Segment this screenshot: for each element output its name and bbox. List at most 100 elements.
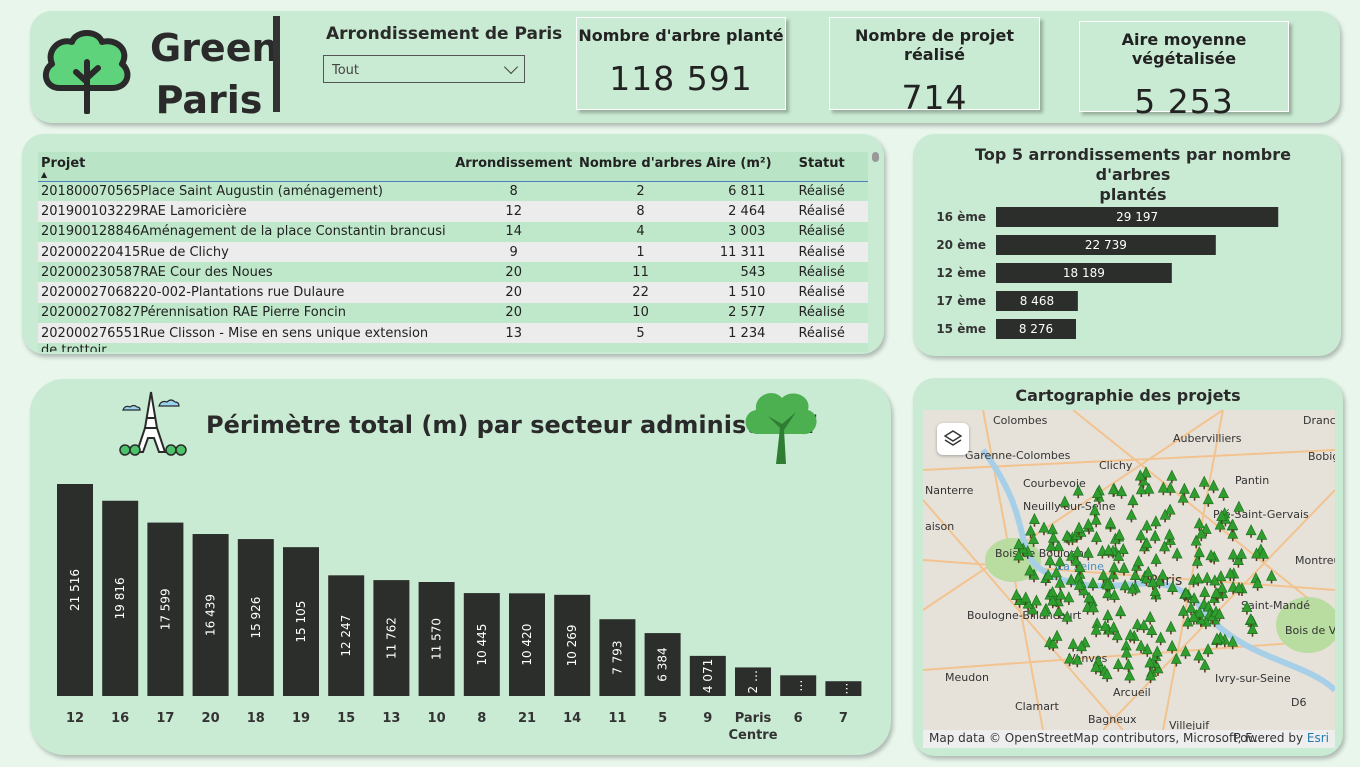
top5-bar[interactable] [996, 319, 1077, 339]
tree-marker-icon[interactable] [1164, 528, 1176, 543]
tree-marker-icon[interactable] [1164, 481, 1176, 496]
tree-marker-icon[interactable] [1143, 482, 1155, 497]
tree-marker-icon[interactable] [1191, 554, 1203, 569]
tree-marker-icon[interactable] [1165, 620, 1177, 635]
tree-marker-icon[interactable] [1070, 554, 1082, 569]
perimetre-bar[interactable] [689, 655, 726, 696]
tree-marker-icon[interactable] [1159, 540, 1171, 554]
tree-marker-icon[interactable] [1116, 485, 1128, 499]
tree-marker-icon[interactable] [1102, 587, 1114, 601]
top5-bar[interactable] [996, 263, 1172, 283]
tree-marker-icon[interactable] [1115, 605, 1127, 619]
tree-marker-icon[interactable] [1247, 623, 1258, 637]
top5-bar[interactable] [996, 235, 1216, 255]
tree-marker-icon[interactable] [1188, 592, 1200, 606]
tree-marker-icon[interactable] [1127, 494, 1139, 508]
tree-marker-icon[interactable] [1125, 508, 1137, 523]
tree-marker-icon[interactable] [1025, 524, 1037, 539]
tree-marker-icon[interactable] [1257, 547, 1269, 562]
tree-marker-icon[interactable] [1166, 469, 1178, 484]
tree-marker-icon[interactable] [1135, 639, 1147, 654]
tree-marker-icon[interactable] [1202, 493, 1214, 507]
perimetre-bar[interactable] [418, 581, 455, 696]
tree-marker-icon[interactable] [1113, 528, 1125, 543]
tree-marker-icon[interactable] [1227, 527, 1239, 542]
tree-marker-icon[interactable] [1211, 632, 1223, 647]
perimetre-bar[interactable] [373, 580, 410, 696]
tree-marker-icon[interactable] [1124, 628, 1136, 643]
tree-marker-icon[interactable] [1133, 555, 1145, 569]
tree-marker-icon[interactable] [1145, 669, 1157, 684]
tree-marker-icon[interactable] [1135, 529, 1147, 543]
tree-marker-icon[interactable] [1059, 495, 1071, 510]
tree-marker-icon[interactable] [1074, 561, 1086, 575]
table-row[interactable]: 202000276551Rue Clisson - Mise en sens u… [38, 323, 868, 344]
project-map[interactable]: Colombes Aubervilliers Drancy Garenne-Colom… [923, 410, 1335, 730]
tree-marker-icon[interactable] [1091, 530, 1103, 545]
table-row[interactable]: 201900128846Aménagement de la place Cons… [38, 221, 868, 242]
tree-marker-icon[interactable] [1091, 487, 1103, 501]
tree-marker-icon[interactable] [1164, 503, 1176, 518]
tree-marker-icon[interactable] [1185, 601, 1197, 616]
tree-marker-icon[interactable] [1140, 466, 1152, 481]
tree-marker-icon[interactable] [1245, 524, 1257, 538]
tree-marker-icon[interactable] [1202, 643, 1214, 657]
tree-marker-icon[interactable] [1233, 500, 1245, 515]
tree-marker-icon[interactable] [1192, 572, 1204, 587]
tree-marker-icon[interactable] [1199, 658, 1211, 673]
tree-marker-icon[interactable] [1113, 549, 1125, 564]
tree-marker-icon[interactable] [1064, 652, 1076, 667]
table-row[interactable]: 202000230587RAE Cour des Noues 20 11 543 Réa… [38, 262, 868, 283]
tree-marker-icon[interactable] [1101, 578, 1113, 593]
tree-marker-icon[interactable] [1153, 574, 1165, 589]
tree-marker-icon[interactable] [1020, 591, 1032, 606]
tree-marker-icon[interactable] [1170, 652, 1182, 667]
tree-marker-icon[interactable] [1108, 588, 1120, 603]
tree-marker-icon[interactable] [1213, 607, 1225, 622]
tree-marker-icon[interactable] [1097, 569, 1109, 583]
tree-marker-icon[interactable] [1010, 588, 1022, 603]
tree-marker-icon[interactable] [1131, 618, 1143, 632]
tree-marker-icon[interactable] [1205, 549, 1217, 563]
table-row[interactable]: 201900103229RAE Lamoricière 12 8 2 464 Réali… [38, 201, 868, 222]
tree-marker-icon[interactable] [1157, 481, 1169, 496]
tree-marker-icon[interactable] [1053, 605, 1065, 619]
tree-marker-icon[interactable] [1214, 518, 1226, 533]
tree-marker-icon[interactable] [1178, 482, 1190, 497]
tree-marker-icon[interactable] [1118, 561, 1130, 576]
tree-marker-icon[interactable] [1065, 573, 1077, 588]
tree-marker-icon[interactable] [1227, 635, 1239, 650]
tree-marker-icon[interactable] [1076, 640, 1088, 654]
tree-marker-icon[interactable] [1189, 486, 1201, 501]
tree-marker-icon[interactable] [1151, 645, 1163, 660]
tree-marker-icon[interactable] [1042, 568, 1054, 583]
perimetre-bar[interactable] [735, 667, 771, 696]
tree-marker-icon[interactable] [1103, 544, 1115, 558]
tree-marker-icon[interactable] [1039, 605, 1051, 620]
tree-marker-icon[interactable] [1194, 606, 1206, 621]
tree-marker-icon[interactable] [1090, 623, 1102, 638]
arrondissement-dropdown[interactable]: Tout [323, 55, 525, 83]
esri-link[interactable]: Esri [1306, 731, 1329, 745]
perimetre-bar[interactable] [509, 593, 545, 696]
tree-marker-icon[interactable] [1101, 668, 1113, 682]
tree-marker-icon[interactable] [1112, 657, 1124, 672]
tree-marker-icon[interactable] [1082, 518, 1094, 532]
tree-marker-icon[interactable] [1087, 576, 1099, 591]
tree-marker-icon[interactable] [1122, 658, 1134, 673]
tree-marker-icon[interactable] [1124, 669, 1136, 684]
tree-marker-icon[interactable] [1030, 594, 1042, 609]
layers-button[interactable] [937, 423, 969, 455]
tree-marker-icon[interactable] [1099, 619, 1111, 634]
perimetre-bar[interactable] [554, 594, 591, 696]
column-header-statut[interactable]: Statut [775, 152, 868, 182]
tree-marker-icon[interactable] [1216, 509, 1228, 524]
tree-marker-icon[interactable] [1150, 552, 1162, 567]
tree-marker-icon[interactable] [1047, 531, 1059, 546]
tree-marker-icon[interactable] [1200, 522, 1212, 537]
tree-marker-icon[interactable] [1119, 579, 1131, 593]
table-scrollbar[interactable] [872, 152, 879, 162]
tree-marker-icon[interactable] [1141, 537, 1153, 551]
tree-marker-icon[interactable] [1164, 533, 1176, 548]
tree-marker-icon[interactable] [1107, 483, 1119, 497]
